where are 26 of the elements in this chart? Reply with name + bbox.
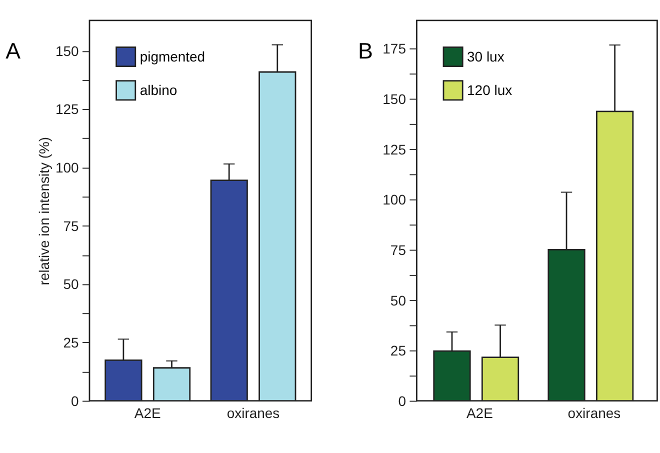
x-tick-label: A2E bbox=[134, 405, 161, 422]
y-tick-label: 25 bbox=[390, 342, 406, 359]
x-tick-label: oxiranes bbox=[568, 405, 621, 422]
legend-label: albino bbox=[140, 82, 178, 98]
y-tick-label: 75 bbox=[63, 218, 79, 234]
y-tick-label: 25 bbox=[63, 334, 79, 351]
y-tick-label: 150 bbox=[55, 42, 79, 59]
y-tick-label: 175 bbox=[382, 40, 406, 57]
x-tick-label: A2E bbox=[466, 405, 493, 422]
y-tick-label: 0 bbox=[70, 392, 79, 409]
legend-label: pigmented bbox=[140, 48, 206, 64]
legend-label: 120 lux bbox=[467, 82, 512, 98]
y-tick-label: 75 bbox=[390, 242, 406, 258]
y-tick-label: 100 bbox=[382, 192, 406, 208]
y-tick-label: 100 bbox=[55, 160, 79, 176]
y-tick-label: 125 bbox=[382, 141, 406, 158]
y-tick-label: 125 bbox=[55, 101, 79, 118]
y-tick-label: 150 bbox=[382, 91, 406, 108]
legend-label: 30 lux bbox=[467, 48, 504, 64]
text: A bbox=[6, 38, 21, 64]
y-tick-label: 50 bbox=[390, 292, 406, 308]
y-tick-label: 0 bbox=[398, 392, 406, 409]
x-tick-label: oxiranes bbox=[226, 405, 280, 422]
text: B bbox=[358, 38, 373, 64]
y-axis-title: relative ion intensity (%) bbox=[36, 136, 52, 286]
y-tick-label: 50 bbox=[63, 276, 79, 292]
